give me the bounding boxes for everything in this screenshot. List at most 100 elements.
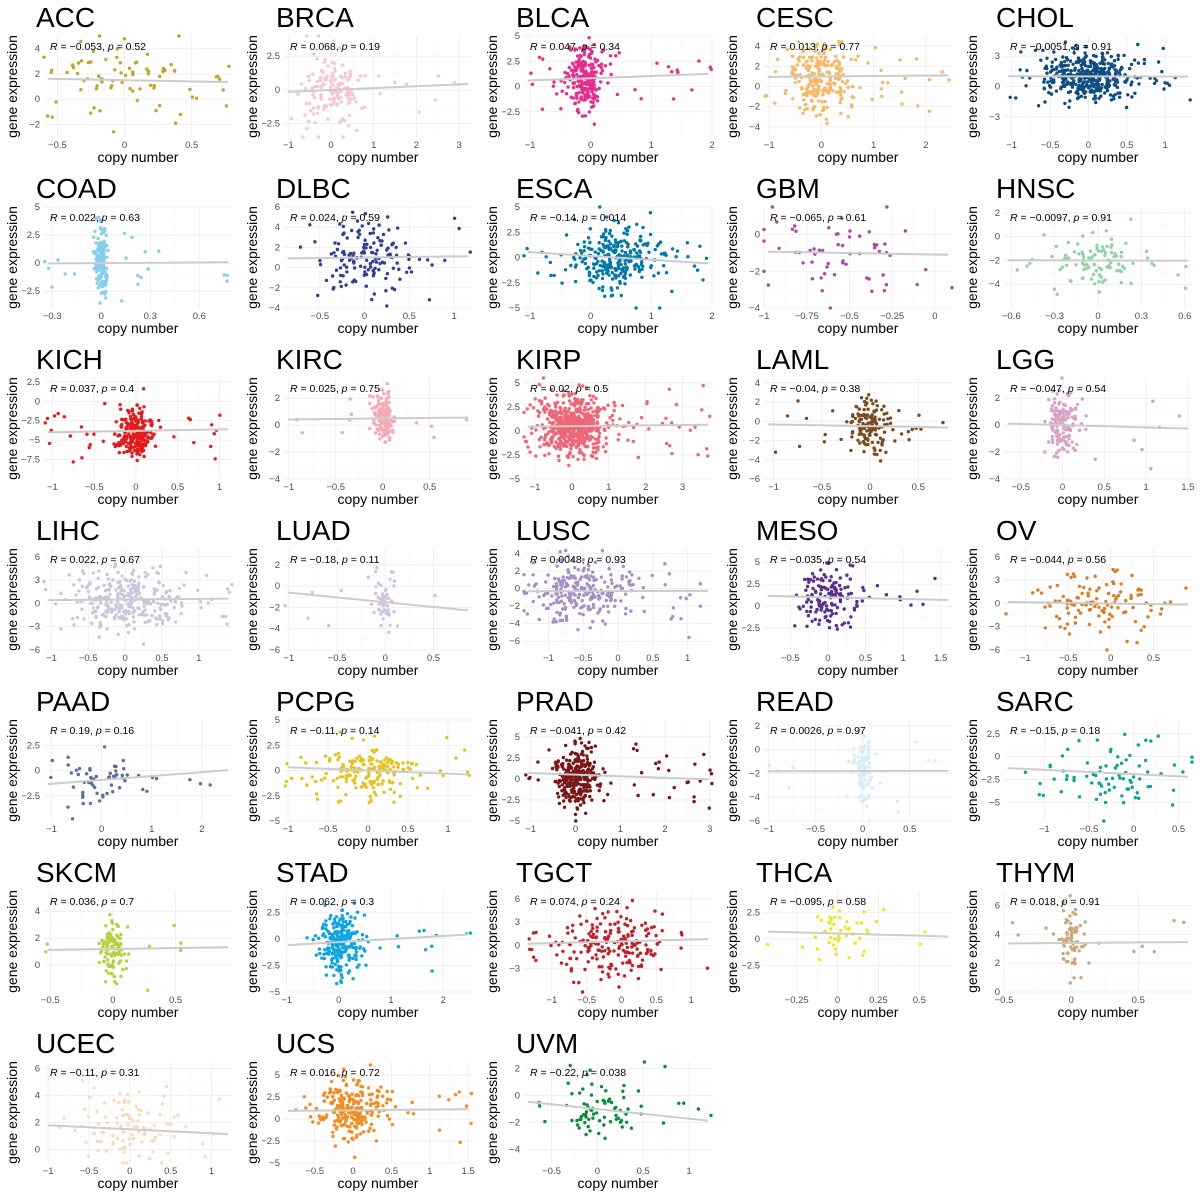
data-point xyxy=(43,587,48,592)
data-point xyxy=(854,58,858,62)
data-point xyxy=(856,54,860,58)
data-point xyxy=(1043,100,1047,104)
data-point xyxy=(573,47,578,51)
data-point xyxy=(1089,79,1093,84)
data-point xyxy=(56,411,60,416)
data-point xyxy=(1066,611,1071,615)
data-point xyxy=(326,64,330,68)
data-point xyxy=(549,602,553,607)
data-point xyxy=(198,782,203,786)
x-tick-label: −1 xyxy=(764,140,775,151)
r-symbol: R xyxy=(290,554,298,566)
data-point xyxy=(42,55,46,59)
data-point xyxy=(318,78,323,83)
data-point xyxy=(884,450,888,454)
data-point xyxy=(117,592,122,596)
data-point xyxy=(1025,264,1029,268)
x-tick-label: −0.5 xyxy=(781,653,800,664)
data-point xyxy=(188,778,192,782)
data-point xyxy=(387,400,391,405)
data-point xyxy=(1129,596,1133,600)
x-tick-label: 0 xyxy=(328,140,333,151)
data-point xyxy=(819,588,823,592)
data-point xyxy=(105,608,110,612)
y-tick-label: 2.5 xyxy=(27,230,40,241)
data-point xyxy=(785,47,790,52)
r-value: = −0.18, xyxy=(298,554,342,566)
correlation-label: R = −0.04, p = 0.38 xyxy=(770,383,860,395)
data-point xyxy=(385,304,389,308)
data-point xyxy=(865,401,869,405)
data-point xyxy=(560,582,564,587)
data-point xyxy=(566,72,570,76)
data-point xyxy=(649,265,653,270)
y-axis-label: gene expression xyxy=(4,377,20,480)
data-point xyxy=(530,82,535,87)
data-point xyxy=(810,99,814,104)
data-point xyxy=(333,241,337,245)
data-point xyxy=(443,258,447,263)
data-point xyxy=(899,432,904,436)
data-point xyxy=(671,606,676,610)
data-point xyxy=(342,249,346,254)
data-point xyxy=(556,442,560,446)
data-point xyxy=(817,71,821,76)
data-point xyxy=(886,417,890,421)
data-point xyxy=(562,578,567,583)
data-point xyxy=(600,259,604,263)
data-point xyxy=(608,242,613,246)
data-point xyxy=(1054,430,1058,435)
data-point xyxy=(619,293,623,298)
y-tick-label: 2 xyxy=(755,397,760,408)
data-point xyxy=(543,442,548,446)
data-point xyxy=(341,224,346,229)
data-point xyxy=(146,620,150,624)
scatter-svg: −1 −0.5 0 0.5 1−5−2.502.55R = −0.11, p = 0.1… xyxy=(244,686,472,849)
data-point xyxy=(342,263,346,267)
x-tick-label: 0 xyxy=(1108,653,1113,664)
data-point xyxy=(679,617,683,621)
data-point xyxy=(114,588,118,592)
data-point xyxy=(569,447,573,451)
data-point xyxy=(663,583,667,587)
data-point xyxy=(1064,440,1069,444)
data-point xyxy=(588,413,592,417)
data-point xyxy=(807,580,811,584)
data-point xyxy=(405,270,409,274)
x-tick-label: 0.5 xyxy=(1147,653,1160,664)
data-point xyxy=(111,578,115,582)
data-point xyxy=(819,577,824,581)
data-point xyxy=(826,59,830,64)
data-point xyxy=(1087,608,1092,612)
x-axis-label: copy number xyxy=(818,320,899,336)
data-point xyxy=(150,613,154,618)
data-point xyxy=(798,607,802,611)
data-point xyxy=(145,52,150,56)
data-point xyxy=(382,392,386,396)
data-point xyxy=(569,600,574,605)
data-point xyxy=(830,583,835,587)
data-point xyxy=(594,456,599,461)
data-point xyxy=(910,427,914,432)
correlation-label: R = 0.047, p = 0.34 xyxy=(530,41,620,53)
y-tick-label: −2 xyxy=(509,601,520,612)
data-point xyxy=(146,573,150,577)
data-point xyxy=(118,603,122,607)
data-point xyxy=(870,440,875,445)
data-point xyxy=(130,571,134,576)
x-tick-label: 0.5 xyxy=(427,653,440,664)
data-point xyxy=(225,279,229,283)
panel-title: KIRC xyxy=(276,344,343,375)
r-symbol: R xyxy=(770,554,778,566)
data-point xyxy=(130,591,134,595)
data-point xyxy=(341,135,345,139)
data-point xyxy=(209,444,213,449)
data-point xyxy=(667,387,671,391)
data-point xyxy=(570,61,575,66)
r-value: = 0.19, xyxy=(58,725,96,737)
panel-title: DLBC xyxy=(276,173,351,204)
data-point xyxy=(1124,598,1128,603)
data-point xyxy=(378,427,382,431)
data-point xyxy=(539,435,543,439)
data-point xyxy=(534,454,538,458)
